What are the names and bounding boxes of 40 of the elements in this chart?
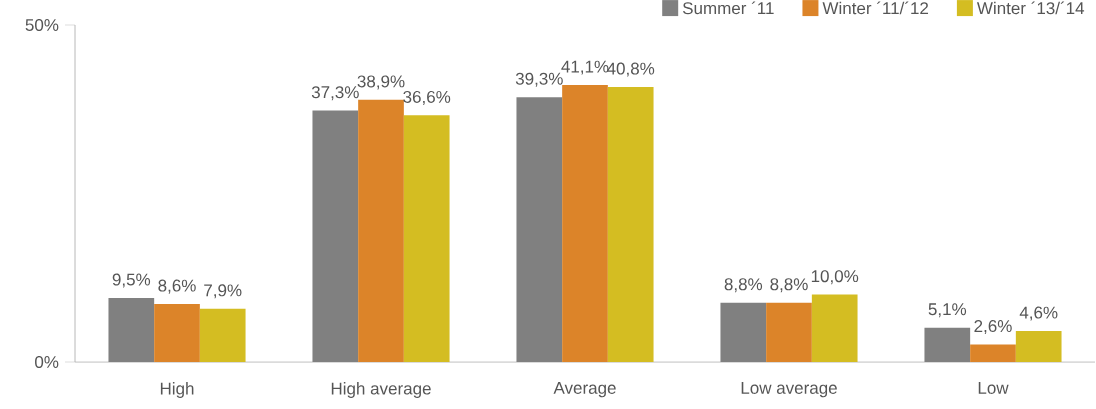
data-label: 41,1% [561, 60, 609, 75]
x-tick-label: Average [553, 382, 616, 398]
data-label: 37,3% [311, 86, 359, 101]
data-label: 9,5% [112, 273, 151, 288]
data-label: 5,1% [928, 303, 967, 318]
bar [970, 344, 1016, 362]
x-tick-label: Low average [741, 382, 837, 398]
bar [720, 302, 767, 362]
x-tick-label: High average [331, 382, 431, 398]
x-tick-label: High [160, 382, 194, 398]
data-label: 8,8% [724, 278, 763, 293]
bar [516, 97, 563, 362]
data-label: 4,6% [1019, 306, 1058, 321]
legend-label: Winter ´13/´14 [976, 1, 1085, 15]
data-label: 8,6% [158, 279, 196, 294]
y-tick-label: 0% [35, 356, 59, 369]
x-tick-label: Low [978, 382, 1009, 394]
data-label: 7,9% [204, 284, 242, 299]
data-label: 8,8% [770, 278, 808, 293]
data-label: 39,3% [515, 72, 563, 87]
bar [312, 110, 359, 362]
bar [108, 297, 155, 362]
bar [924, 327, 971, 362]
bar [1015, 331, 1062, 362]
y-tick-label: 50% [25, 19, 59, 32]
bar [403, 115, 450, 362]
data-label: 38,9% [357, 75, 405, 90]
bar [358, 99, 404, 362]
bar [811, 294, 858, 362]
bar [154, 304, 200, 362]
data-label: 10,0% [811, 270, 859, 285]
legend-label: Summer ´11 [682, 1, 774, 15]
data-label: 40,8% [606, 62, 655, 77]
legend-label: Winter ´11/´12 [822, 1, 929, 15]
data-label: 36,6% [403, 90, 451, 105]
bar [199, 308, 246, 362]
bar [766, 302, 812, 362]
bar [607, 87, 654, 362]
data-label: 2,6% [974, 320, 1012, 335]
bar [562, 85, 608, 362]
